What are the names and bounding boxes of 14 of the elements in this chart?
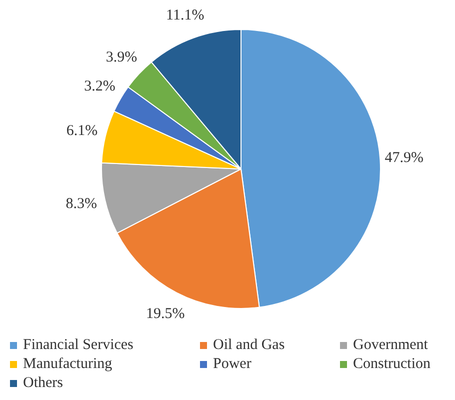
legend-label: Government (353, 337, 428, 354)
legend-label: Others (23, 375, 63, 392)
data-label: 8.3% (66, 196, 97, 212)
data-label: 6.1% (66, 122, 98, 139)
data-label: 3.9% (106, 49, 138, 66)
data-label: 3.2% (84, 78, 116, 95)
legend-label: Manufacturing (23, 356, 112, 373)
data-label: 11.1% (166, 7, 204, 24)
legend-label: Financial Services (23, 337, 134, 354)
legend-label: Construction (353, 356, 430, 373)
legend-label: Power (213, 356, 252, 373)
legend-label: Oil and Gas (213, 337, 285, 354)
data-label: 19.5% (146, 306, 185, 322)
data-label: 47.9% (384, 150, 424, 166)
